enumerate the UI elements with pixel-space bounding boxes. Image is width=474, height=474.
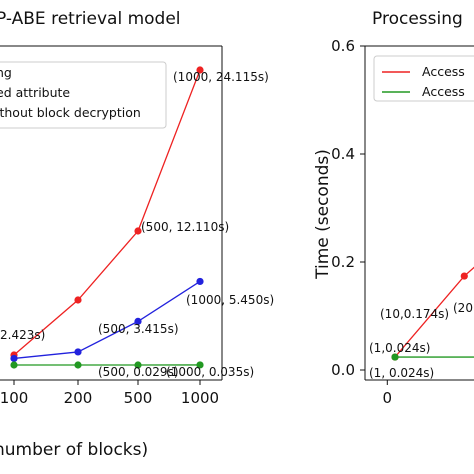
right-x-ticks: 02 <box>383 380 393 407</box>
right-y-tick-label: 0.2 <box>331 253 355 271</box>
left-x-tick-label: 100 <box>0 389 28 407</box>
right-data-label: (1, 0.024s) <box>369 366 434 380</box>
left-x-axis-label: number of blocks) <box>0 440 148 460</box>
left-legend-box <box>0 61 167 129</box>
left-legend-entry-3: ithout block decryption <box>0 105 141 120</box>
right-x-tick-label: 0 <box>383 389 393 407</box>
left-data-labels: 2.423s) (500, 12.110s) (1000, 24.115s) (500… <box>0 70 274 379</box>
right-data-label: (10,0.174s) <box>380 307 449 321</box>
left-data-label: (1000, 24.115s) <box>173 70 269 84</box>
left-chart-title: P-ABE retrieval model <box>0 9 181 29</box>
left-legend: ng ed attribute ithout block decryption <box>0 61 167 129</box>
right-legend-entry-1: Access <box>422 64 465 79</box>
right-legend-entry-2: Access <box>422 84 465 99</box>
retrieval-model-panel: P-ABE retrieval model 100 200 500 1000 2.42… <box>0 9 274 460</box>
right-series-2-point <box>391 353 399 361</box>
left-series-3-point <box>134 361 142 369</box>
right-y-tick-label: 0.4 <box>331 145 355 163</box>
left-data-label: (1000, 0.035s) <box>166 365 254 379</box>
right-y-axis-label: Time (seconds) <box>313 149 333 280</box>
right-data-label: (20 <box>453 301 473 315</box>
right-legend-box <box>373 55 474 102</box>
processing-panel: Processing 0.00.20.40.60.81.01.21.4 02 T… <box>313 9 474 407</box>
right-y-ticks: 0.00.20.40.60.81.01.21.4 <box>331 37 365 379</box>
left-legend-entry-1: ng <box>0 65 12 80</box>
left-series-3-point <box>74 361 82 369</box>
left-series-1-point <box>134 227 142 235</box>
left-series-2-point <box>134 317 142 325</box>
left-series-1-point <box>74 296 82 304</box>
right-y-tick-label: 0.6 <box>331 37 355 55</box>
left-series-2-point <box>74 348 82 356</box>
right-data-label: (1,0.024s) <box>369 341 430 355</box>
right-data-labels: (1,0.024s) (10,0.174s) (20 (1, 0.024s) <box>369 301 473 380</box>
left-data-label: (1000, 5.450s) <box>186 293 274 307</box>
left-data-label: (500, 12.110s) <box>141 220 229 234</box>
right-series-1-point <box>460 272 468 280</box>
left-series-2-point <box>196 277 204 286</box>
left-data-label: (500, 3.415s) <box>98 322 179 336</box>
right-series <box>391 266 474 361</box>
left-data-label: (500, 0.029s) <box>98 365 179 379</box>
left-x-ticks: 100 200 500 1000 <box>0 380 219 407</box>
left-data-label: 2.423s) <box>0 328 45 342</box>
left-series-3-point <box>196 361 204 369</box>
left-series <box>10 66 204 369</box>
left-x-tick-label: 500 <box>124 389 153 407</box>
left-series-2-point <box>10 354 18 363</box>
left-x-tick-label: 1000 <box>181 389 219 407</box>
right-y-tick-label: 0.0 <box>331 361 355 379</box>
left-series-3-point <box>10 361 18 369</box>
right-series-line-1 <box>394 266 474 358</box>
left-series-1-point <box>196 66 204 74</box>
left-legend-entry-2: ed attribute <box>0 85 70 100</box>
right-chart-title: Processing <box>372 9 463 29</box>
left-series-line-2 <box>13 280 201 360</box>
right-legend: Access Access <box>373 55 474 102</box>
left-x-tick-label: 200 <box>64 389 93 407</box>
left-series-line-1 <box>13 69 201 356</box>
